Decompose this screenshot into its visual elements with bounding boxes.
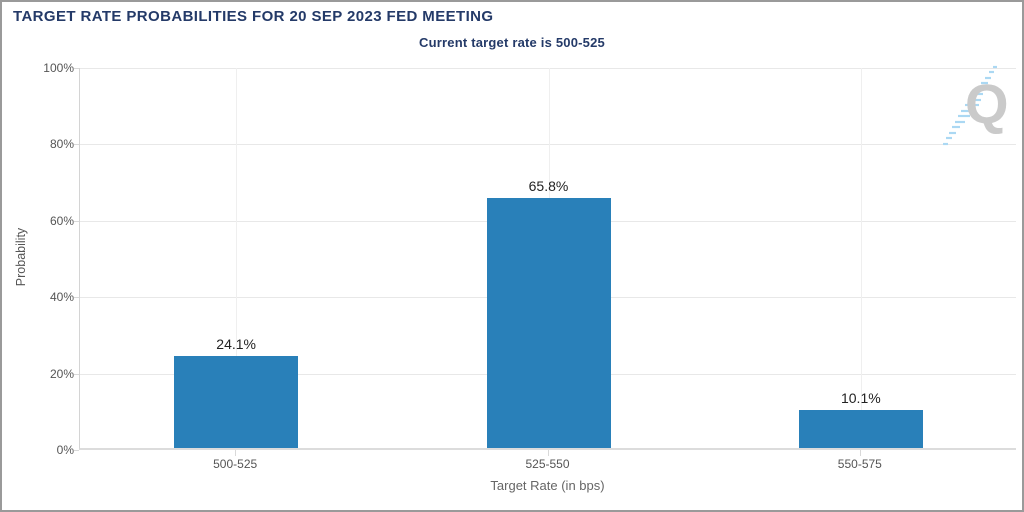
bar-value-label: 24.1% (216, 336, 257, 353)
watermark-q-letter: Q (965, 72, 1009, 135)
bar-500-525[interactable] (174, 356, 299, 448)
x-tick-label: 550-575 (837, 457, 882, 471)
y-tick-label: 60% (49, 213, 74, 228)
watermark-hatch-icon (943, 65, 997, 146)
y-tick-label: 40% (49, 290, 74, 305)
y-tick-mark (74, 144, 79, 146)
y-tick-mark (74, 220, 79, 222)
x-tick-mark (235, 450, 237, 456)
watermark-logo: Q (935, 60, 1020, 148)
y-tick-label: 100% (43, 61, 74, 75)
bar-value-label: 10.1% (840, 389, 881, 406)
y-tick-mark (74, 297, 79, 299)
y-tick-mark (74, 450, 79, 451)
y-tick-label: 20% (49, 366, 74, 381)
bar-525-550[interactable] (486, 197, 611, 448)
v-gridline (236, 68, 238, 448)
y-tick-mark (74, 68, 79, 69)
y-tick-mark (74, 373, 79, 375)
y-tick-label: 0% (56, 443, 74, 457)
h-gridline (80, 144, 1016, 146)
x-axis-title: Target Rate (in bps) (490, 478, 605, 493)
x-tick-label: 500-525 (213, 457, 258, 471)
x-tick-mark (547, 450, 549, 456)
x-tick-label: 525-550 (525, 457, 570, 471)
bar-value-label: 65.8% (528, 177, 569, 194)
y-tick-label: 80% (49, 137, 74, 152)
h-gridline (80, 68, 1016, 69)
bar-550-575[interactable] (798, 409, 923, 448)
chart-title: TARGET RATE PROBABILITIES FOR 20 SEP 202… (13, 8, 494, 25)
chart-subtitle: Current target rate is 500-525 (419, 35, 605, 50)
x-tick-mark (859, 450, 861, 456)
v-gridline (860, 68, 862, 448)
plot-area: 24.1% 65.8% 10.1% (79, 68, 1016, 450)
